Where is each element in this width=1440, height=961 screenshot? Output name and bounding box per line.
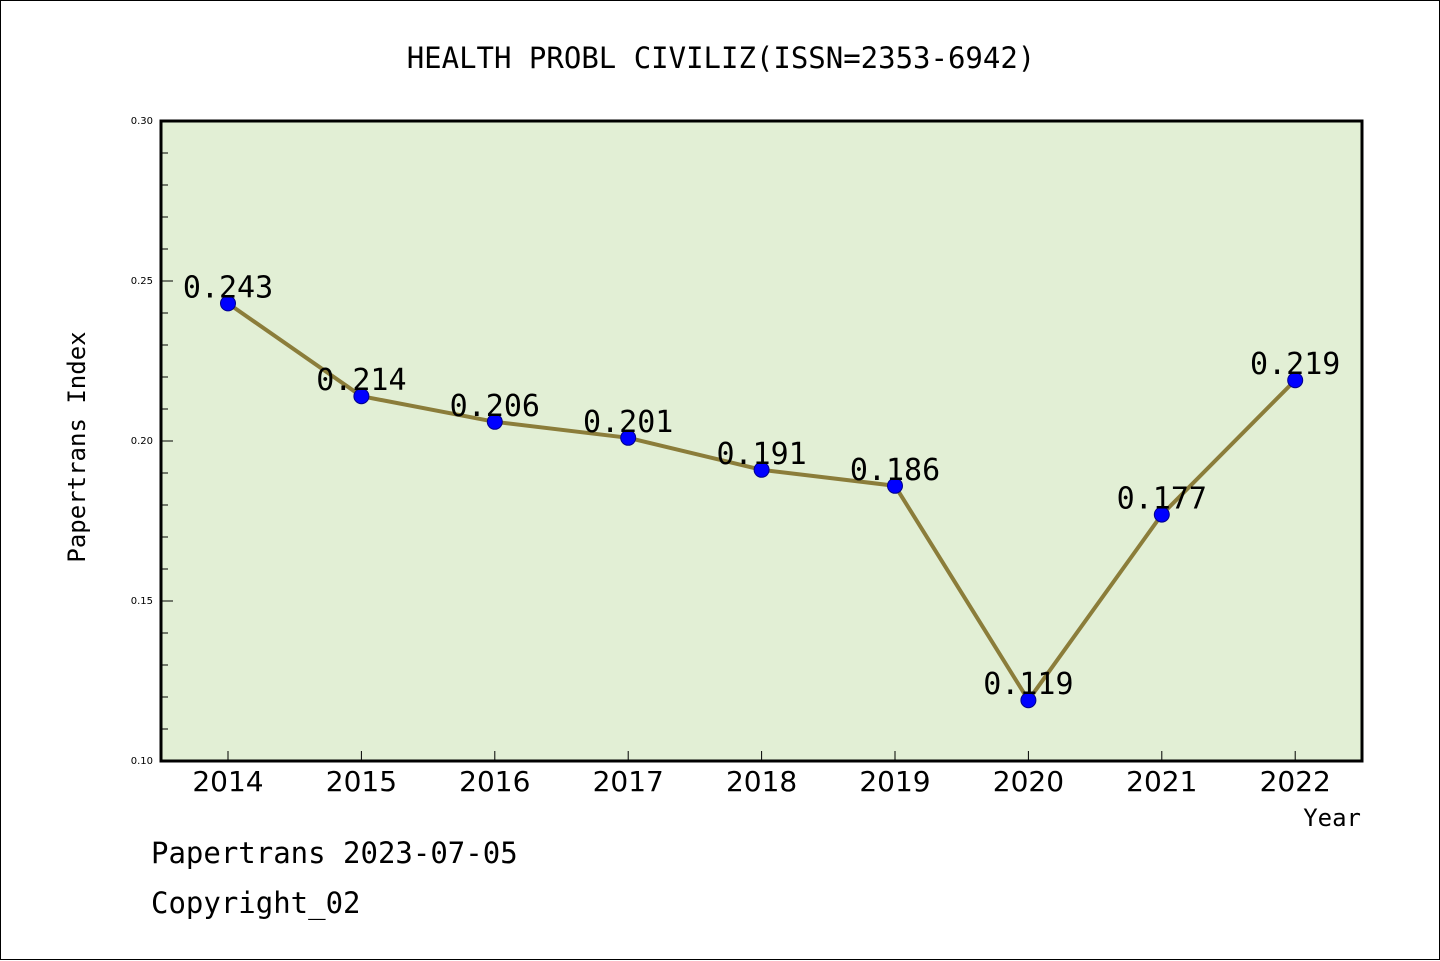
data-label: 0.206 [450, 389, 540, 424]
x-tick-label: 2022 [1260, 765, 1331, 798]
data-label: 0.219 [1250, 347, 1340, 382]
x-tick-label: 2016 [459, 765, 530, 798]
y-tick-label: 0.25 [131, 276, 153, 287]
data-label: 0.119 [983, 667, 1073, 702]
data-label: 0.186 [850, 453, 940, 488]
footer-copyright: Copyright_02 [151, 886, 361, 920]
x-tick-label: 2019 [859, 765, 930, 798]
x-axis-ticks: 2014 2015 2016 2017 2018 2019 2020 2021 2022 [192, 751, 1331, 798]
plot-area [159, 119, 1364, 763]
data-point [887, 477, 903, 494]
data-point [1153, 506, 1170, 523]
y-tick-label: 0.20 [131, 436, 153, 447]
data-point [620, 429, 637, 446]
data-label: 0.201 [583, 405, 673, 440]
data-label: 0.243 [183, 270, 273, 305]
data-point [1020, 692, 1037, 709]
chart-title: HEALTH PROBL CIVILIZ(ISSN=2353-6942) [407, 41, 1036, 75]
data-label: 0.191 [716, 437, 806, 472]
data-point [1287, 372, 1304, 389]
y-tick-label: 0.10 [131, 756, 153, 767]
x-tick-label: 2020 [993, 765, 1064, 798]
x-axis-label: Year [1303, 804, 1361, 832]
y-axis-ticks: 0.10 0.15 0.20 0.25 0.30 [131, 116, 173, 767]
x-tick-label: 2021 [1126, 765, 1197, 798]
data-point [353, 388, 370, 405]
data-point [220, 295, 236, 312]
y-tick-label: 0.15 [131, 596, 153, 607]
x-tick-label: 2014 [192, 765, 263, 798]
y-tick-label: 0.30 [131, 116, 153, 127]
y-axis-label: Papertrans Index [63, 331, 91, 562]
x-tick-label: 2018 [726, 765, 797, 798]
data-point [753, 461, 770, 478]
data-markers [220, 295, 1304, 709]
data-label: 0.177 [1117, 482, 1207, 517]
data-label: 0.214 [316, 363, 406, 398]
footer-date: Papertrans 2023-07-05 [151, 836, 518, 870]
x-tick-label: 2017 [593, 765, 664, 798]
data-point [486, 413, 503, 430]
data-labels: 0.243 0.214 0.206 0.201 0.191 0.186 0.119 0.177… [183, 270, 1341, 702]
x-tick-label: 2015 [326, 765, 397, 798]
